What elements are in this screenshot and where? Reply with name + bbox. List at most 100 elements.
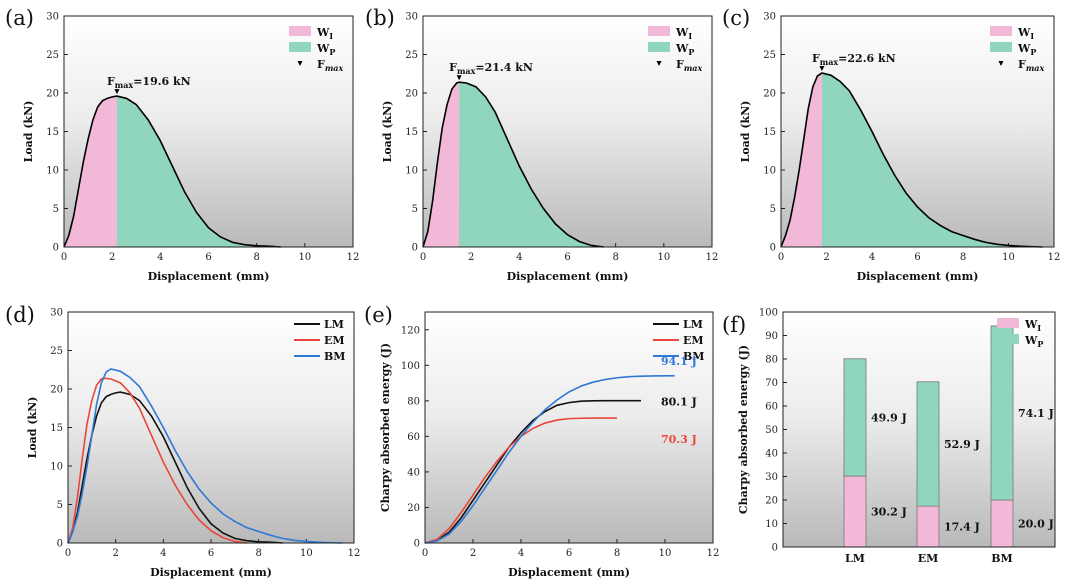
x-tick-label: 10	[657, 252, 670, 263]
y-tick-label: 15	[405, 127, 418, 138]
y-tick-label: 30	[46, 12, 59, 23]
y-tick-label: 15	[50, 423, 63, 434]
legend-swatch-wi	[990, 26, 1012, 36]
y-tick-label: 40	[407, 467, 420, 478]
end-value-label-bm: 94.1 J	[661, 355, 697, 368]
fmax-marker	[819, 65, 825, 71]
y-axis-label: Load (kN)	[26, 397, 39, 459]
x-axis-label: Displacement (mm)	[857, 270, 979, 283]
stacked-bar-wp-em	[916, 381, 940, 507]
chart-panel-3: (d) 0 5 10 15 20 25 30 Load (kN) 0 2 4 6 8 10 12 Displac…	[5, 303, 360, 579]
legend-label-wp: WP	[316, 42, 335, 57]
x-tick-label: 2	[112, 548, 118, 559]
x-category-label: EM	[918, 552, 939, 565]
bar-value-label: 20.0 J	[1018, 518, 1054, 531]
x-tick-label: 6	[566, 548, 572, 559]
x-tick-label: 12	[347, 252, 360, 263]
x-tick-label: 6	[208, 548, 214, 559]
y-tick-label: 100	[759, 308, 778, 319]
stacked-bar-wp-bm	[990, 325, 1014, 501]
x-tick-label: 6	[205, 252, 211, 263]
y-tick-label: 80	[765, 355, 778, 366]
fmax-marker	[456, 75, 462, 81]
y-tick-label: 60	[407, 432, 420, 443]
y-tick-label: 20	[765, 496, 778, 507]
y-tick-label: 120	[401, 325, 420, 336]
plot-frame	[63, 15, 354, 248]
x-tick-label: 10	[300, 548, 313, 559]
legend-label-wi: WI	[1024, 318, 1041, 333]
x-tick-label: 0	[61, 252, 67, 263]
y-tick-label: 10	[763, 166, 776, 177]
legend-label-fmax: Fmax	[1018, 58, 1044, 73]
y-axis-label: Load (kN)	[22, 101, 35, 163]
x-tick-label: 2	[109, 252, 115, 263]
y-tick-label: 40	[765, 449, 778, 460]
legend-swatch-wp	[997, 334, 1019, 344]
bar-value-label: 30.2 J	[871, 506, 907, 519]
x-tick-label: 6	[564, 252, 570, 263]
y-tick-label: 0	[412, 243, 418, 254]
y-tick-label: 15	[46, 127, 59, 138]
x-tick-label: 12	[706, 252, 719, 263]
y-tick-label: 20	[50, 385, 63, 396]
y-tick-label: 5	[412, 204, 418, 215]
x-tick-label: 10	[659, 548, 672, 559]
y-tick-label: 10	[405, 166, 418, 177]
legend-swatch-wp	[648, 42, 670, 52]
y-tick-label: 25	[405, 50, 418, 61]
series-line-bm	[67, 368, 343, 544]
bar-value-label: 52.9 J	[944, 438, 980, 451]
fmax-marker	[114, 89, 120, 95]
y-tick-label: 5	[770, 204, 776, 215]
legend-marker-fmax	[656, 61, 662, 66]
y-tick-label: 60	[765, 402, 778, 413]
y-tick-label: 20	[46, 89, 59, 100]
y-tick-label: 0	[772, 543, 778, 554]
legend-label-em: EM	[324, 334, 345, 347]
load-curve	[780, 72, 1043, 248]
legend-label-wp: WP	[675, 42, 694, 57]
plot-frame	[780, 15, 1055, 248]
chart-panel-2: (c) 0 5 10 15 20 25 30 Load (kN) 0 2 4 6 8 10 12 Displac…	[722, 6, 1060, 283]
chart-panel-5: (f) 0 10 20 30 40 50 60 70 80 90 100 Charpy absorbed…	[722, 308, 1056, 565]
x-tick-label: 0	[778, 252, 784, 263]
y-tick-label: 30	[50, 308, 63, 319]
y-tick-label: 0	[53, 243, 59, 254]
x-tick-label: 4	[157, 252, 163, 263]
y-tick-label: 20	[763, 89, 776, 100]
panel-letter: (a)	[5, 6, 34, 30]
end-value-label-em: 70.3 J	[661, 433, 697, 446]
y-axis-label: Charpy absorbed energy (J)	[379, 343, 392, 512]
bar-value-label: 17.4 J	[944, 521, 980, 534]
legend-label-fmax: Fmax	[676, 58, 702, 73]
legend-label-wp: WP	[1017, 42, 1036, 57]
x-tick-label: 0	[420, 252, 426, 263]
stacked-bar-wi-em	[916, 505, 940, 548]
plot-frame	[422, 15, 713, 248]
legend-label-bm: BM	[324, 350, 345, 363]
legend-label-bm: BM	[683, 350, 704, 363]
x-category-label: BM	[991, 552, 1012, 565]
load-curve	[422, 81, 604, 248]
x-axis-label: Displacement (mm)	[508, 566, 630, 579]
x-tick-label: 8	[612, 252, 618, 263]
x-tick-label: 2	[470, 548, 476, 559]
y-tick-label: 15	[763, 127, 776, 138]
y-tick-label: 5	[57, 500, 63, 511]
panel-letter: (f)	[722, 313, 746, 337]
y-tick-label: 70	[765, 378, 778, 389]
x-axis-label: Displacement (mm)	[507, 270, 629, 283]
x-tick-label: 0	[422, 548, 428, 559]
x-axis-label: Displacement (mm)	[150, 566, 272, 579]
chart-panel-1: (b) 0 5 10 15 20 25 30 Load (kN) 0 2 4 6 8 10 12 Displac…	[365, 6, 718, 283]
y-tick-label: 80	[407, 396, 420, 407]
y-tick-label: 25	[46, 50, 59, 61]
y-tick-label: 30	[765, 472, 778, 483]
x-tick-label: 0	[65, 548, 71, 559]
load-curve	[63, 95, 281, 248]
x-tick-label: 8	[614, 548, 620, 559]
wp-area	[116, 96, 281, 247]
